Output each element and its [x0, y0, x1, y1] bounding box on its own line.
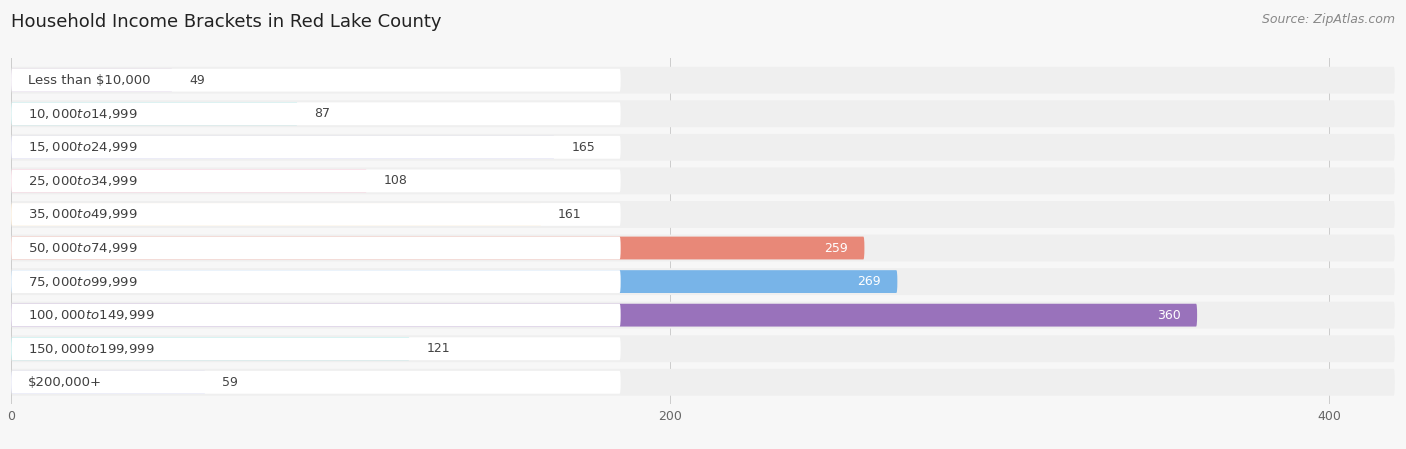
FancyBboxPatch shape — [11, 268, 1395, 295]
Text: $10,000 to $14,999: $10,000 to $14,999 — [28, 107, 138, 121]
Text: $50,000 to $74,999: $50,000 to $74,999 — [28, 241, 138, 255]
Text: 87: 87 — [315, 107, 330, 120]
FancyBboxPatch shape — [11, 136, 620, 159]
FancyBboxPatch shape — [11, 369, 1395, 396]
FancyBboxPatch shape — [11, 69, 620, 92]
FancyBboxPatch shape — [11, 237, 620, 260]
FancyBboxPatch shape — [11, 237, 865, 260]
Text: 49: 49 — [190, 74, 205, 87]
FancyBboxPatch shape — [11, 270, 620, 293]
FancyBboxPatch shape — [11, 304, 1197, 326]
FancyBboxPatch shape — [11, 169, 620, 192]
FancyBboxPatch shape — [11, 102, 298, 125]
Text: Household Income Brackets in Red Lake County: Household Income Brackets in Red Lake Co… — [11, 13, 441, 31]
Text: $25,000 to $34,999: $25,000 to $34,999 — [28, 174, 138, 188]
Text: 360: 360 — [1157, 308, 1181, 321]
Text: 269: 269 — [858, 275, 882, 288]
Text: $35,000 to $49,999: $35,000 to $49,999 — [28, 207, 138, 221]
Text: 121: 121 — [426, 342, 450, 355]
FancyBboxPatch shape — [11, 100, 1395, 127]
Text: $100,000 to $149,999: $100,000 to $149,999 — [28, 308, 155, 322]
Text: Source: ZipAtlas.com: Source: ZipAtlas.com — [1261, 13, 1395, 26]
FancyBboxPatch shape — [11, 69, 173, 92]
Text: 259: 259 — [824, 242, 848, 255]
Text: $150,000 to $199,999: $150,000 to $199,999 — [28, 342, 155, 356]
Text: Less than $10,000: Less than $10,000 — [28, 74, 150, 87]
FancyBboxPatch shape — [11, 102, 620, 125]
FancyBboxPatch shape — [11, 371, 205, 394]
Text: $75,000 to $99,999: $75,000 to $99,999 — [28, 275, 138, 289]
Text: 108: 108 — [384, 174, 408, 187]
Text: 59: 59 — [222, 376, 238, 389]
FancyBboxPatch shape — [11, 203, 541, 226]
FancyBboxPatch shape — [11, 302, 1395, 329]
FancyBboxPatch shape — [11, 337, 409, 360]
FancyBboxPatch shape — [11, 169, 367, 192]
FancyBboxPatch shape — [11, 136, 555, 159]
FancyBboxPatch shape — [11, 337, 620, 360]
FancyBboxPatch shape — [11, 201, 1395, 228]
FancyBboxPatch shape — [11, 234, 1395, 261]
FancyBboxPatch shape — [11, 134, 1395, 161]
FancyBboxPatch shape — [11, 304, 620, 326]
Text: 161: 161 — [558, 208, 582, 221]
Text: $15,000 to $24,999: $15,000 to $24,999 — [28, 141, 138, 154]
FancyBboxPatch shape — [11, 67, 1395, 93]
FancyBboxPatch shape — [11, 203, 620, 226]
FancyBboxPatch shape — [11, 167, 1395, 194]
Text: 165: 165 — [571, 141, 595, 154]
FancyBboxPatch shape — [11, 335, 1395, 362]
FancyBboxPatch shape — [11, 270, 897, 293]
Text: $200,000+: $200,000+ — [28, 376, 101, 389]
FancyBboxPatch shape — [11, 371, 620, 394]
